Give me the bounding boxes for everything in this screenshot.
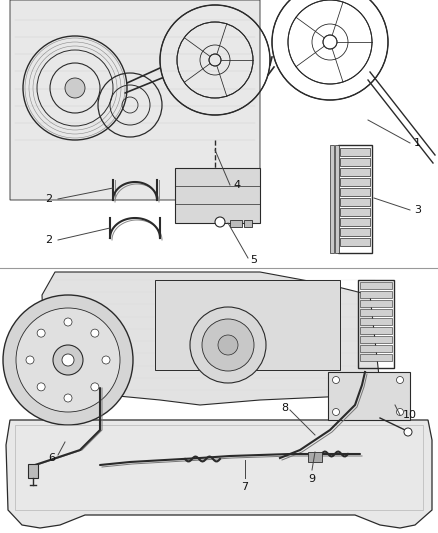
Bar [28, 464, 38, 478]
Bar [15, 425, 423, 510]
Bar [360, 282, 392, 289]
Text: 10: 10 [403, 410, 417, 420]
Text: 8: 8 [281, 403, 288, 413]
Bar [244, 220, 252, 227]
Text: 9: 9 [308, 474, 315, 484]
Text: 2: 2 [45, 235, 52, 245]
Bar [340, 188, 370, 196]
Bar [360, 336, 392, 343]
Circle shape [64, 318, 72, 326]
Bar [358, 280, 394, 368]
Bar [340, 218, 370, 226]
Circle shape [332, 408, 339, 416]
Bar [308, 452, 322, 462]
Bar [360, 345, 392, 352]
Circle shape [102, 356, 110, 364]
Bar [340, 148, 370, 156]
Bar [360, 309, 392, 316]
Circle shape [62, 354, 74, 366]
Bar [360, 327, 392, 334]
Circle shape [91, 329, 99, 337]
Polygon shape [10, 0, 260, 200]
Bar [340, 178, 370, 186]
Circle shape [3, 295, 133, 425]
Bar [340, 208, 370, 216]
Circle shape [65, 78, 85, 98]
Bar [175, 168, 260, 223]
Bar [360, 300, 392, 307]
Circle shape [404, 428, 412, 436]
Circle shape [332, 376, 339, 384]
Bar [335, 145, 339, 253]
Circle shape [190, 307, 266, 383]
Circle shape [215, 217, 225, 227]
Bar [0, 0, 438, 268]
Bar [340, 158, 370, 166]
Circle shape [396, 408, 403, 416]
Bar [340, 238, 370, 246]
Bar [340, 168, 370, 176]
Bar [155, 280, 340, 370]
Bar [230, 220, 242, 227]
Circle shape [396, 376, 403, 384]
Circle shape [37, 329, 45, 337]
Circle shape [91, 383, 99, 391]
Text: 6: 6 [48, 453, 55, 463]
Bar [340, 228, 370, 236]
Bar [328, 372, 410, 420]
Bar [360, 291, 392, 298]
Text: 1: 1 [414, 138, 421, 148]
Bar [330, 145, 334, 253]
Text: 2: 2 [45, 194, 52, 204]
Bar [0, 268, 438, 533]
Polygon shape [6, 420, 432, 528]
Bar [340, 198, 370, 206]
Text: 3: 3 [414, 205, 421, 215]
Circle shape [37, 383, 45, 391]
Circle shape [26, 356, 34, 364]
Bar [338, 145, 372, 253]
Circle shape [16, 308, 120, 412]
Text: 4: 4 [233, 180, 240, 190]
Circle shape [64, 394, 72, 402]
Polygon shape [42, 272, 380, 405]
Bar [360, 318, 392, 325]
Circle shape [202, 319, 254, 371]
Circle shape [218, 335, 238, 355]
Text: 7: 7 [241, 482, 248, 492]
Text: 5: 5 [250, 255, 257, 265]
Bar [360, 354, 392, 361]
Circle shape [53, 345, 83, 375]
